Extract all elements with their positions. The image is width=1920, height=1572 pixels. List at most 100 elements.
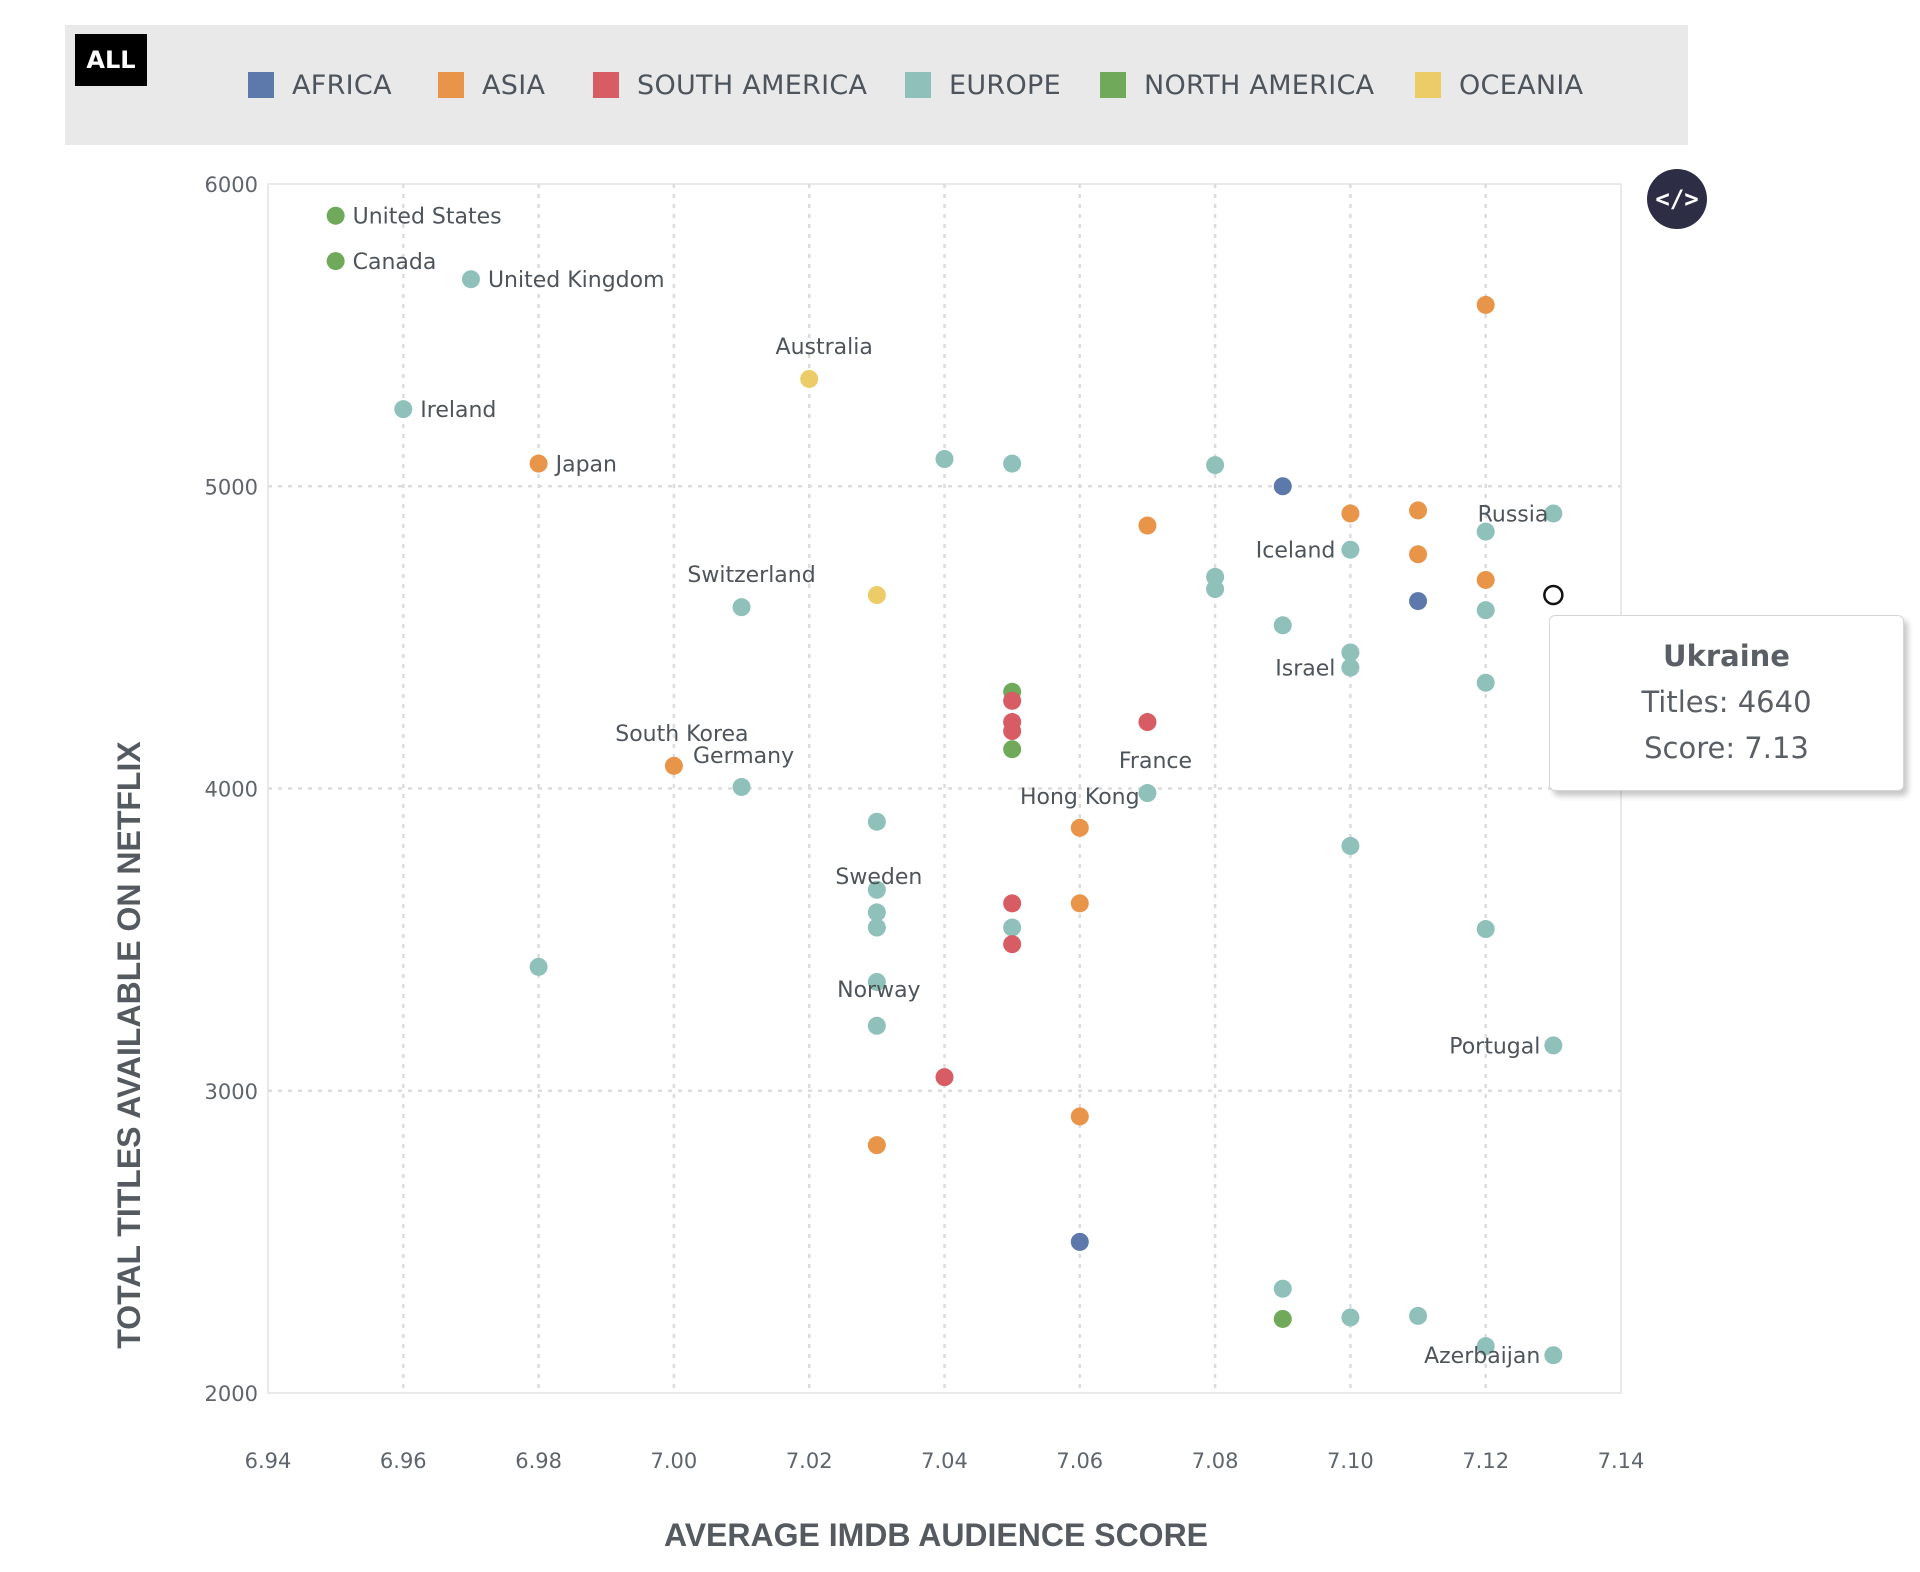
data-point: [1341, 643, 1360, 662]
data-point: [1273, 1309, 1292, 1328]
data-point: [1341, 658, 1360, 677]
data-point: [1138, 713, 1157, 732]
data-point: [867, 1016, 886, 1035]
data-point: [1341, 836, 1360, 855]
point-label: South Korea: [615, 722, 748, 747]
data-point: [1273, 477, 1292, 496]
x-tick-label: 6.98: [515, 1449, 562, 1473]
point-label: Portugal: [1449, 1034, 1540, 1059]
point-label: Azerbaijan: [1424, 1344, 1540, 1369]
point-label: Canada: [353, 250, 437, 275]
legend-item-asia[interactable]: ASIA: [438, 25, 545, 145]
y-tick-label: 6000: [205, 173, 258, 197]
data-point: [1476, 295, 1495, 314]
data-point: [664, 756, 683, 775]
data-point: [1003, 935, 1022, 954]
tooltip-score: Score: 7.13: [1644, 731, 1809, 765]
tooltip-titles: Titles: 4640: [1641, 685, 1812, 719]
data-point: [529, 957, 548, 976]
legend-swatch: [593, 72, 619, 98]
legend-swatch: [438, 72, 464, 98]
data-point: [1003, 918, 1022, 937]
x-tick-label: 6.96: [380, 1449, 427, 1473]
legend-swatch: [905, 72, 931, 98]
legend-item-europe[interactable]: EUROPE: [905, 25, 1061, 145]
point-label: United Kingdom: [488, 268, 665, 293]
data-point: [1206, 580, 1225, 599]
point-label: Norway: [837, 978, 920, 1003]
data-point: [326, 252, 345, 271]
data-point: [867, 880, 886, 899]
data-point: [1003, 691, 1022, 710]
data-point: [867, 972, 886, 991]
data-point: [935, 450, 954, 469]
x-tick-label: 7.04: [921, 1449, 968, 1473]
y-tick-label: 2000: [205, 1382, 258, 1406]
data-point: [1138, 516, 1157, 535]
legend-label: AFRICA: [292, 69, 392, 101]
x-tick-label: 7.14: [1598, 1449, 1645, 1473]
legend-all-button[interactable]: ALL: [75, 34, 147, 86]
legend-item-africa[interactable]: AFRICA: [248, 25, 392, 145]
legend-item-north-america[interactable]: NORTH AMERICA: [1100, 25, 1374, 145]
data-point: [867, 1136, 886, 1155]
data-point: [1544, 504, 1563, 523]
data-point: [1138, 784, 1157, 803]
data-point: [1003, 894, 1022, 913]
data-point: [1273, 616, 1292, 635]
data-point: [1409, 501, 1428, 520]
x-axis-title: AVERAGE IMDB AUDIENCE SCORE: [664, 1517, 1208, 1553]
legend-item-oceania[interactable]: OCEANIA: [1415, 25, 1583, 145]
data-point: [1273, 1279, 1292, 1298]
data-point: [1476, 920, 1495, 939]
data-point: [1341, 540, 1360, 559]
legend-label: EUROPE: [949, 69, 1061, 101]
point-label: Russia: [1478, 502, 1549, 527]
data-point: [1070, 1107, 1089, 1126]
data-point: [1476, 1337, 1495, 1356]
data-point: [867, 918, 886, 937]
x-tick-label: 7.06: [1056, 1449, 1103, 1473]
data-point: [1003, 454, 1022, 473]
data-point: [1341, 504, 1360, 523]
legend-label: SOUTH AMERICA: [637, 69, 868, 101]
tooltip: Ukraine Titles: 4640 Score: 7.13: [1549, 615, 1904, 791]
data-point: [1409, 1306, 1428, 1325]
x-tick-label: 7.00: [651, 1449, 698, 1473]
data-point: [1070, 894, 1089, 913]
data-point: [1476, 601, 1495, 620]
point-label: Australia: [776, 335, 873, 360]
data-point-highlighted: [1543, 584, 1564, 606]
legend-label: NORTH AMERICA: [1144, 69, 1375, 101]
data-point: [1409, 545, 1428, 564]
data-point: [800, 369, 819, 388]
point-label: Hong Kong: [1020, 785, 1140, 810]
data-point: [732, 777, 751, 796]
point-label: Israel: [1275, 657, 1335, 682]
data-point: [1070, 818, 1089, 837]
data-point: [867, 903, 886, 922]
x-tick-label: 7.12: [1462, 1449, 1509, 1473]
data-point: [1206, 456, 1225, 475]
y-tick-label: 3000: [205, 1080, 258, 1104]
data-point: [1476, 673, 1495, 692]
point-label: Sweden: [835, 865, 922, 890]
data-point: [732, 598, 751, 617]
legend-label: ASIA: [482, 69, 546, 101]
data-point: [1544, 1346, 1563, 1365]
x-tick-label: 7.10: [1327, 1449, 1374, 1473]
point-label: Switzerland: [687, 563, 815, 588]
data-point: [1409, 592, 1428, 611]
point-label: Germany: [693, 744, 794, 769]
data-point: [529, 454, 548, 473]
x-tick-label: 6.94: [245, 1449, 292, 1473]
legend-item-south-america[interactable]: SOUTH AMERICA: [593, 25, 867, 145]
data-point: [1003, 740, 1022, 759]
legend-swatch: [248, 72, 274, 98]
data-point: [1476, 570, 1495, 589]
y-tick-label: 5000: [205, 475, 258, 499]
embed-code-button[interactable]: </>: [1647, 169, 1707, 229]
legend-swatch: [1415, 72, 1441, 98]
y-tick-label: 4000: [205, 778, 258, 802]
